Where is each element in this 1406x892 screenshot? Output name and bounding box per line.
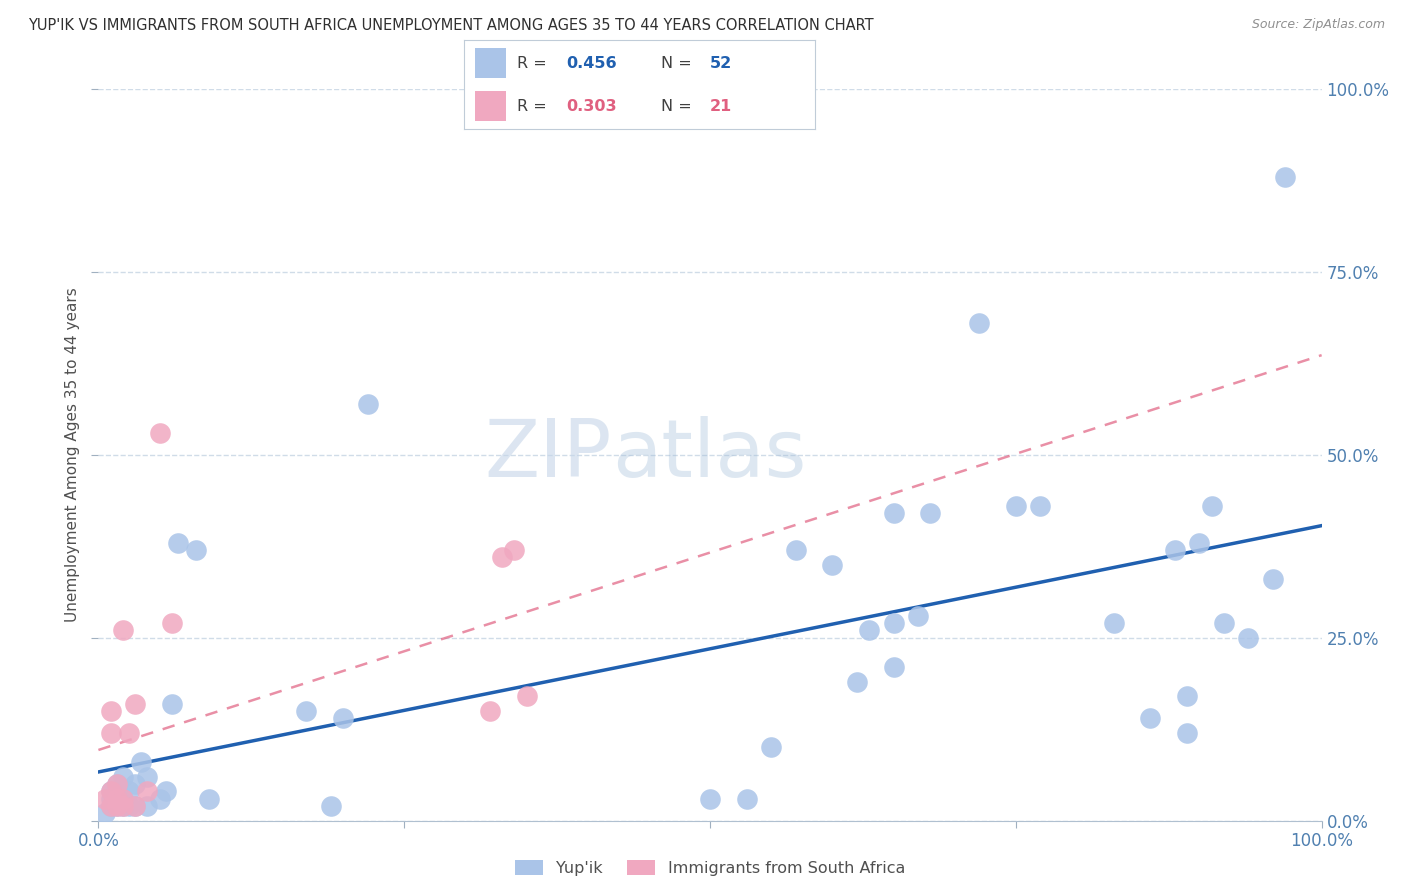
Point: [295, 704, 318, 718]
Point: [100, 799, 122, 814]
Point: [1175, 690, 1198, 704]
Point: [118, 799, 141, 814]
Point: [136, 799, 159, 814]
Bar: [475, 48, 506, 78]
Point: [111, 770, 134, 784]
Point: [1237, 631, 1260, 645]
Point: [105, 799, 128, 814]
Bar: [475, 91, 506, 121]
Point: [160, 697, 183, 711]
Text: R =: R =: [517, 99, 551, 113]
Point: [149, 425, 172, 440]
Text: 21: 21: [710, 99, 733, 113]
Point: [186, 543, 208, 558]
Point: [920, 507, 942, 521]
Point: [1004, 499, 1026, 513]
Point: [124, 697, 146, 711]
Text: R =: R =: [517, 56, 551, 70]
Point: [907, 608, 929, 623]
Point: [100, 704, 122, 718]
Point: [155, 784, 177, 798]
Point: [100, 799, 122, 814]
Point: [111, 791, 134, 805]
Point: [699, 791, 721, 805]
Text: N =: N =: [661, 56, 697, 70]
Point: [1139, 711, 1161, 725]
Point: [1274, 169, 1296, 184]
Point: [883, 660, 905, 674]
Text: atlas: atlas: [612, 416, 807, 494]
Point: [111, 624, 134, 638]
Point: [105, 799, 128, 814]
Point: [967, 316, 990, 330]
Point: [1029, 499, 1052, 513]
Point: [118, 726, 141, 740]
Point: [124, 799, 146, 814]
Point: [160, 616, 183, 631]
Point: [93, 791, 115, 805]
Point: [821, 558, 844, 572]
Point: [319, 799, 342, 814]
Point: [1188, 535, 1211, 549]
Point: [1164, 543, 1187, 558]
Point: [478, 704, 501, 718]
Text: N =: N =: [661, 99, 697, 113]
Point: [1261, 572, 1284, 586]
Point: [356, 397, 378, 411]
Point: [1102, 616, 1125, 631]
Point: [491, 550, 513, 565]
Point: [197, 791, 219, 805]
Point: [883, 616, 905, 631]
Point: [845, 674, 868, 689]
Point: [124, 777, 146, 791]
Point: [515, 690, 537, 704]
Point: [761, 740, 783, 755]
Point: [100, 784, 122, 798]
Point: [111, 799, 134, 814]
Point: [1212, 616, 1234, 631]
Point: [136, 784, 159, 798]
Point: [100, 726, 122, 740]
Text: ZIP: ZIP: [485, 416, 612, 494]
Point: [105, 791, 128, 805]
Point: [149, 791, 172, 805]
Point: [167, 535, 190, 549]
Point: [503, 543, 526, 558]
Point: [118, 784, 141, 798]
Point: [129, 755, 152, 769]
Point: [785, 543, 807, 558]
Legend: Yup'ik, Immigrants from South Africa: Yup'ik, Immigrants from South Africa: [508, 854, 912, 882]
Point: [100, 784, 122, 798]
Point: [883, 507, 905, 521]
Point: [332, 711, 354, 725]
Point: [735, 791, 758, 805]
Text: Source: ZipAtlas.com: Source: ZipAtlas.com: [1251, 18, 1385, 31]
Point: [858, 624, 880, 638]
Point: [105, 777, 128, 791]
Point: [105, 777, 128, 791]
Point: [136, 770, 159, 784]
Text: 0.303: 0.303: [567, 99, 617, 113]
Point: [111, 799, 134, 814]
Text: 0.456: 0.456: [567, 56, 617, 70]
Text: YUP'IK VS IMMIGRANTS FROM SOUTH AFRICA UNEMPLOYMENT AMONG AGES 35 TO 44 YEARS CO: YUP'IK VS IMMIGRANTS FROM SOUTH AFRICA U…: [28, 18, 873, 33]
Point: [111, 791, 134, 805]
Point: [100, 791, 122, 805]
Point: [93, 806, 115, 821]
Point: [1201, 499, 1223, 513]
Point: [124, 799, 146, 814]
Y-axis label: Unemployment Among Ages 35 to 44 years: Unemployment Among Ages 35 to 44 years: [65, 287, 80, 623]
Text: 52: 52: [710, 56, 733, 70]
Point: [1175, 726, 1198, 740]
